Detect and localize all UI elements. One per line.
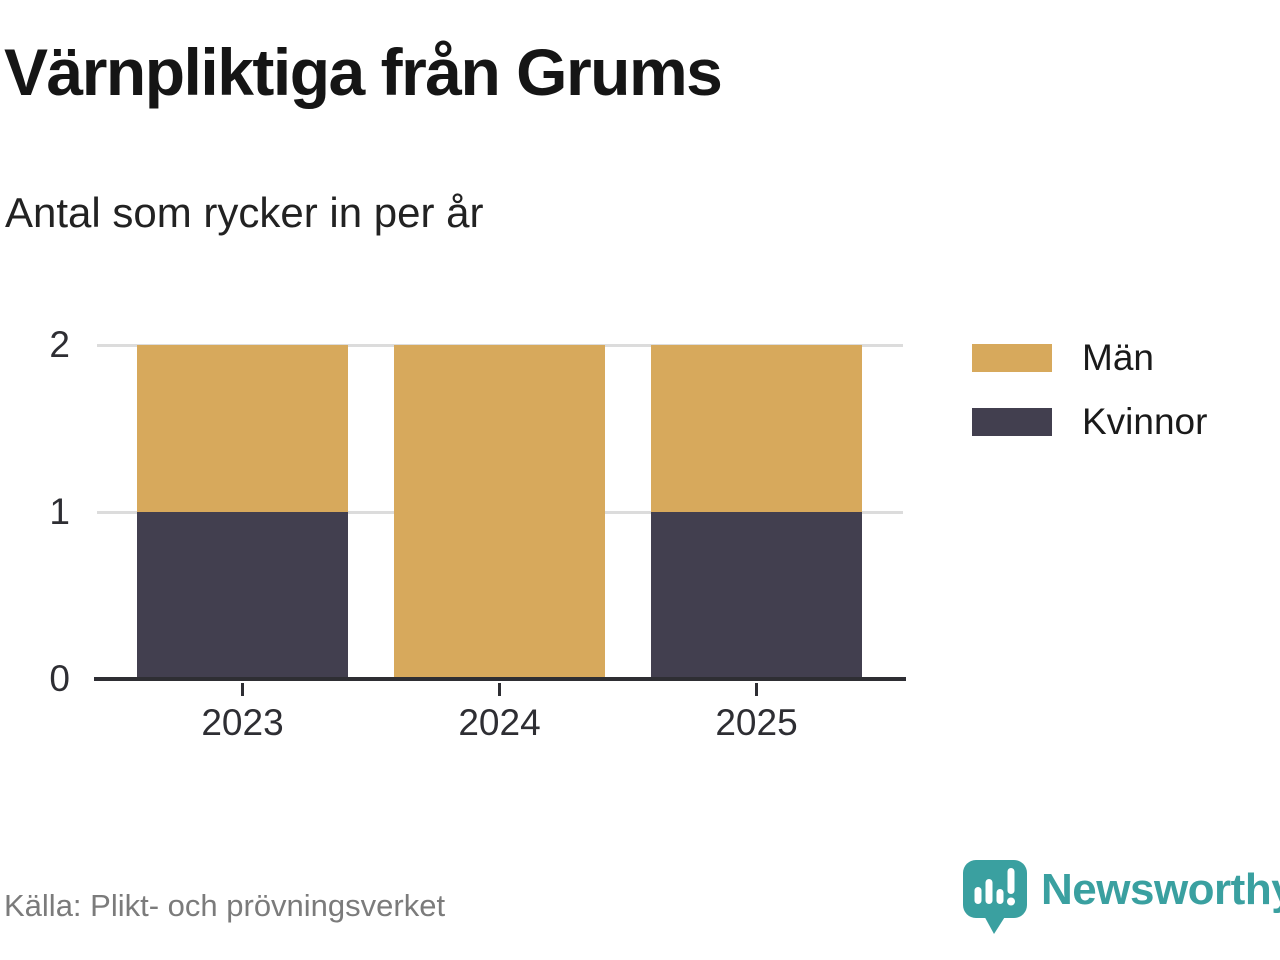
legend-swatch-kvinnor — [972, 407, 1052, 436]
bar-segment-män-2024 — [394, 345, 605, 679]
legend-item-man: Män — [972, 339, 1207, 376]
bar-segment-kvinnor-2025 — [651, 512, 862, 679]
source-note: Källa: Plikt- och prövningsverket — [4, 888, 446, 923]
bar-segment-män-2023 — [137, 345, 348, 512]
x-tick-label-2023: 2023 — [201, 702, 284, 743]
x-axis-line — [94, 677, 906, 681]
x-tick-2025 — [755, 683, 758, 696]
legend-label-man: Män — [1082, 337, 1154, 378]
legend-swatch-man — [972, 343, 1052, 372]
chart-title: Värnpliktiga från Grums — [4, 35, 723, 109]
legend-label-kvinnor: Kvinnor — [1082, 401, 1208, 442]
y-tick-label-2: 2 — [49, 324, 70, 365]
chart-subtitle: Antal som rycker in per år — [5, 189, 484, 236]
y-tick-label-0: 0 — [49, 658, 70, 699]
x-tick-2023 — [241, 683, 244, 696]
legend-item-kvinnor: Kvinnor — [972, 403, 1207, 440]
x-tick-2024 — [498, 683, 501, 696]
brand-name: Newsworthy — [1041, 865, 1280, 914]
legend: Män Kvinnor — [972, 339, 1207, 440]
newsworthy-speech-bubble-chart-icon — [963, 860, 1027, 934]
brand-logo: Newsworthy — [963, 860, 1280, 936]
bar-segment-män-2025 — [651, 345, 862, 512]
plot-area: 0 1 2 2023 2024 2025 — [49, 326, 906, 743]
y-tick-label-1: 1 — [49, 491, 70, 532]
x-tick-label-2025: 2025 — [715, 702, 798, 743]
bar-segment-kvinnor-2023 — [137, 512, 348, 679]
x-tick-label-2024: 2024 — [458, 702, 541, 743]
